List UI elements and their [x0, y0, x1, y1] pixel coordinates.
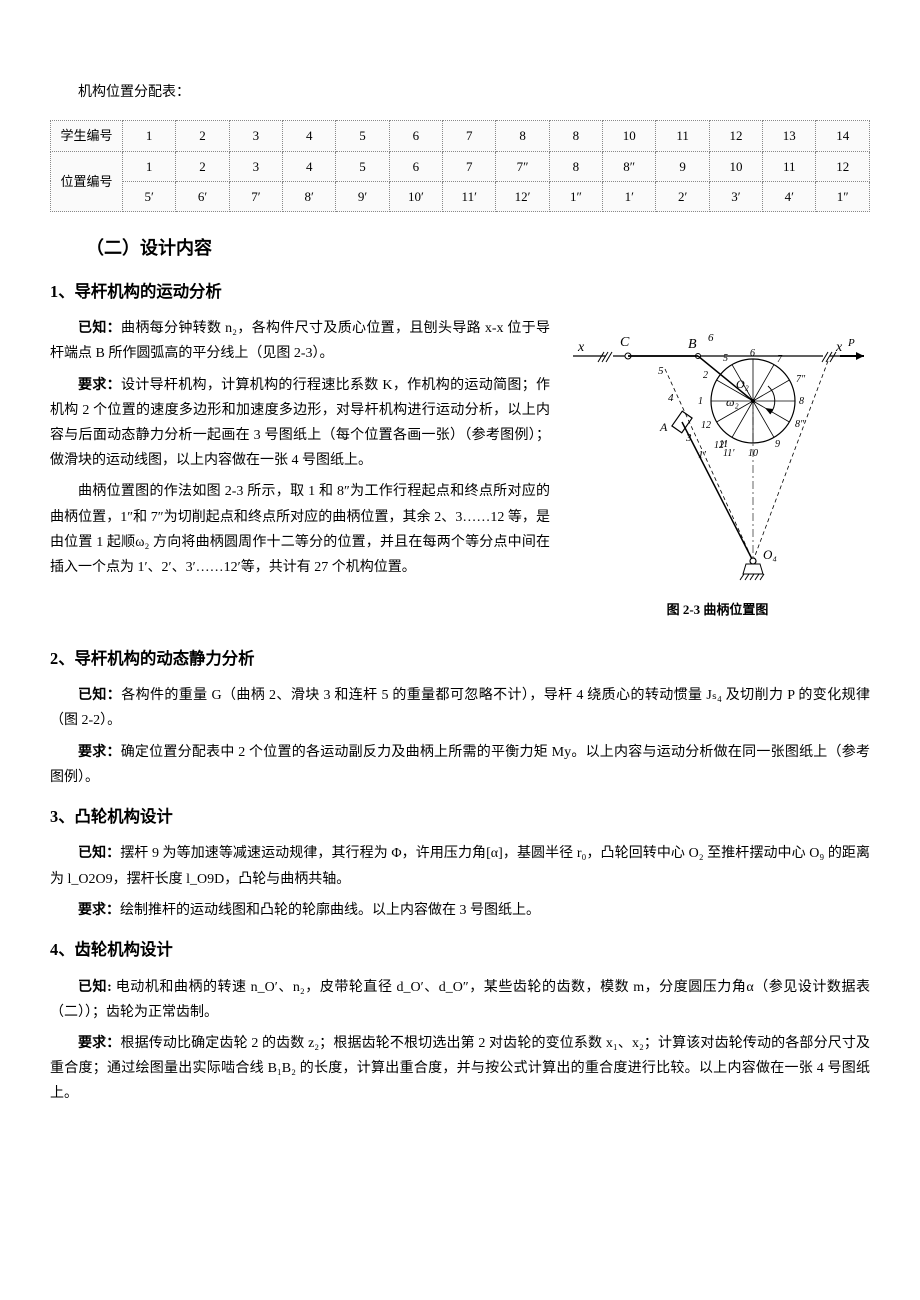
cell: 1″ [816, 181, 870, 211]
svg-text:5: 5 [723, 353, 728, 364]
x-right-label: x [835, 340, 843, 355]
svg-text:11′: 11′ [723, 448, 735, 459]
svg-text:2: 2 [703, 370, 708, 381]
w2-label: ω₂ [726, 395, 739, 409]
cell: 6′ [176, 181, 229, 211]
svg-text:1′: 1′ [698, 449, 707, 461]
sub-heading-3: 3、凸轮机构设计 [50, 802, 870, 831]
sub-heading-4: 4、齿轮机构设计 [50, 935, 870, 964]
cell: 8 [549, 151, 602, 181]
cell: 9 [656, 151, 709, 181]
cell: 1 [123, 151, 176, 181]
svg-text:7″: 7″ [796, 374, 806, 385]
svg-text:5: 5 [658, 365, 664, 377]
C-label: C [620, 335, 630, 350]
cell: 8 [496, 121, 549, 151]
cell: 8 [549, 121, 602, 151]
cell: 3 [229, 151, 282, 181]
cell: 5 [336, 151, 389, 181]
cell: 10′ [389, 181, 442, 211]
s2-p1: 已知：各构件的重量 G（曲柄 2、滑块 3 和连杆 5 的重量都可忽略不计），导… [50, 683, 870, 733]
cell: 12 [709, 121, 762, 151]
cell: 6 [389, 121, 442, 151]
svg-text:6: 6 [750, 348, 755, 359]
sub-heading-1: 1、导杆机构的运动分析 [50, 277, 870, 306]
cell: 4 [283, 151, 336, 181]
cell: 14 [816, 121, 870, 151]
cell: 12′ [496, 181, 549, 211]
cell: 3′ [709, 181, 762, 211]
cell: 7 [443, 151, 496, 181]
section-title: （二）设计内容 [50, 232, 870, 264]
cell: 5 [336, 121, 389, 151]
cell: 4 [283, 121, 336, 151]
cell: 2 [176, 121, 229, 151]
cell: 12 [816, 151, 870, 181]
s4-p2: 要求：根据传动比确定齿轮 2 的齿数 z₂；根据齿轮不根切选出第 2 对齿轮的变… [50, 1031, 870, 1107]
table-row: 5′ 6′ 7′ 8′ 9′ 10′ 11′ 12′ 1″ 1′ 2′ 3′ 4… [51, 181, 870, 211]
svg-text:4: 4 [668, 392, 674, 404]
cell: 11′ [443, 181, 496, 211]
svg-text:8: 8 [799, 396, 804, 407]
cell: 11 [763, 151, 816, 181]
cell: 10 [603, 121, 656, 151]
s3-p1: 已知：摆杆 9 为等加速等减速运动规律，其行程为 Φ，许用压力角[α]，基圆半径… [50, 841, 870, 891]
s4-p1: 已知: 电动机和曲柄的转速 n_O′、n₂，皮带轮直径 d_O′、d_O″，某些… [50, 975, 870, 1025]
cell: 1″ [549, 181, 602, 211]
crank-position-diagram: x x P C B 5 6 O₂ [565, 316, 870, 622]
x-left-label: x [577, 340, 585, 355]
cell: 7′ [229, 181, 282, 211]
O4-label: O₄ [763, 547, 777, 562]
sub-heading-2: 2、导杆机构的动态静力分析 [50, 644, 870, 673]
cell: 1 [123, 121, 176, 151]
svg-text:8″: 8″ [795, 419, 805, 430]
svg-text:A: A [659, 420, 668, 434]
intro-text: 机构位置分配表： [50, 80, 870, 105]
cell: 2′ [656, 181, 709, 211]
s2-p2: 要求：确定位置分配表中 2 个位置的各运动副反力及曲柄上所需的平衡力矩 My。以… [50, 740, 870, 790]
allocation-table: 学生编号 1 2 3 4 5 6 7 8 8 10 11 12 13 14 位置… [50, 120, 870, 212]
cell: 5′ [123, 181, 176, 211]
cell: 13 [763, 121, 816, 151]
diagram-svg: x x P C B 5 6 O₂ [568, 316, 868, 581]
cell: 1′ [603, 181, 656, 211]
cell: 3 [229, 121, 282, 151]
cell: 7″ [496, 151, 549, 181]
svg-text:12: 12 [701, 420, 711, 431]
cell: 8′ [283, 181, 336, 211]
cell: 8″ [603, 151, 656, 181]
cell: 4′ [763, 181, 816, 211]
cell: 6 [389, 151, 442, 181]
svg-text:P: P [847, 337, 855, 349]
table-row: 位置编号 1 2 3 4 5 6 7 7″ 8 8″ 9 10 11 12 [51, 151, 870, 181]
cell: 2 [176, 151, 229, 181]
svg-text:6: 6 [708, 332, 714, 344]
B-label: B [688, 337, 697, 352]
table-row: 学生编号 1 2 3 4 5 6 7 8 8 10 11 12 13 14 [51, 121, 870, 151]
figure-caption: 图 2-3 曲柄位置图 [565, 598, 870, 621]
row-label-1: 学生编号 [51, 121, 123, 151]
cell: 7 [443, 121, 496, 151]
svg-text:9: 9 [775, 439, 780, 450]
cell: 9′ [336, 181, 389, 211]
cell: 11 [656, 121, 709, 151]
svg-text:1: 1 [698, 396, 703, 407]
row-label-2: 位置编号 [51, 151, 123, 212]
cell: 10 [709, 151, 762, 181]
s3-p2: 要求：绘制推杆的运动线图和凸轮的轮廓曲线。以上内容做在 3 号图纸上。 [50, 898, 870, 923]
